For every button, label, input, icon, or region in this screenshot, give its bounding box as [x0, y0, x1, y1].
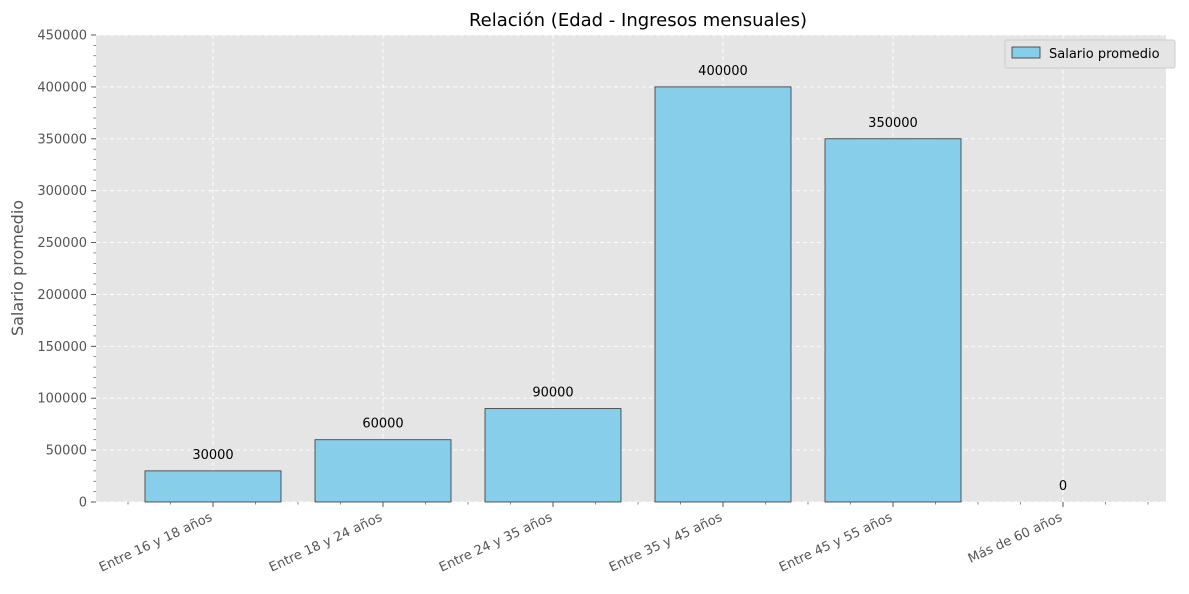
x-tick-label: Entre 35 y 45 años: [607, 510, 725, 576]
bar-value-label: 90000: [532, 386, 573, 401]
y-tick-label: 100000: [37, 392, 87, 407]
y-axis-label: Salario promedio: [8, 200, 27, 336]
y-tick-label: 450000: [37, 29, 87, 44]
x-tick-label: Entre 24 y 35 años: [437, 510, 555, 576]
y-tick-label: 400000: [37, 80, 87, 95]
legend-swatch: [1011, 46, 1041, 59]
y-axis: 0 50000 100000 150000 200000 250000 300000 3500…: [37, 29, 96, 511]
bar-value-label: 30000: [192, 448, 233, 463]
legend-label: Salario promedio: [1049, 47, 1160, 62]
x-tick-label: Entre 16 y 18 años: [97, 510, 215, 576]
legend-box: [1004, 39, 1176, 69]
y-tick-label: 250000: [37, 236, 87, 251]
bar-value-label: 350000: [868, 116, 918, 131]
x-tick-label: Más de 60 años: [966, 510, 1065, 567]
y-tick-label: 300000: [37, 184, 87, 199]
bar: [314, 439, 452, 503]
x-tick-label: Entre 45 y 55 años: [777, 510, 895, 576]
chart-title: Relación (Edad - Ingresos mensuales): [469, 10, 807, 31]
bar: [824, 138, 962, 503]
x-axis: Entre 16 y 18 años Entre 18 y 24 años Entr…: [97, 502, 1149, 576]
bars: [144, 86, 962, 503]
y-tick-label: 150000: [37, 340, 87, 355]
y-tick-label: 0: [79, 496, 87, 511]
bar-value-label: 400000: [698, 64, 748, 79]
x-tick-label: Entre 18 y 24 años: [267, 510, 385, 576]
y-tick-label: 200000: [37, 288, 87, 303]
y-tick-label: 50000: [46, 444, 87, 459]
plot-background: [96, 35, 1166, 502]
legend: Salario promedio: [1004, 39, 1176, 69]
data-labels: 30000 60000 90000 400000 350000 0: [192, 64, 1067, 494]
y-tick-label: 350000: [37, 132, 87, 147]
bar-value-label: 60000: [362, 417, 403, 432]
bar-value-label: 0: [1059, 479, 1067, 494]
bar: [484, 408, 622, 503]
bar: [654, 86, 792, 503]
bar: [144, 470, 282, 503]
